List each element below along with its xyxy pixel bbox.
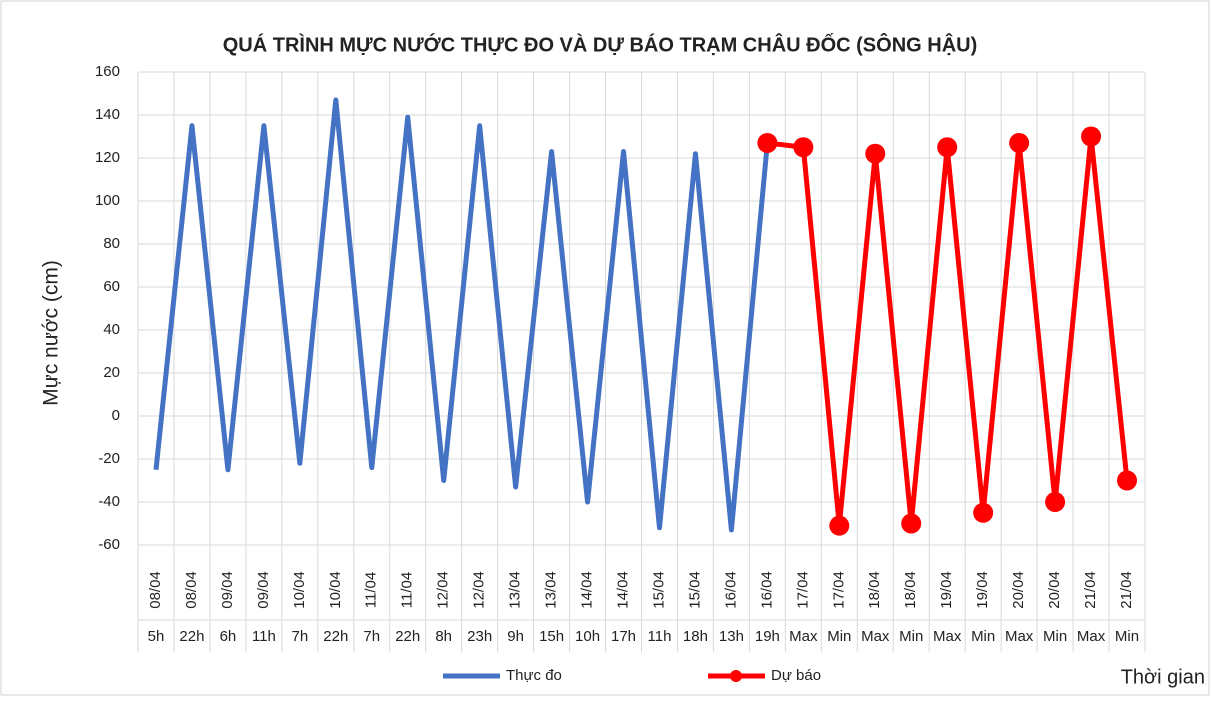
- x-tick-label: 18/04: [866, 571, 883, 609]
- x-tick-label: 16/04: [758, 571, 775, 609]
- x-sub-tick-label: 22h: [179, 628, 204, 645]
- x-sub-tick-label: 18h: [683, 628, 708, 645]
- x-tick-label: 15/04: [650, 571, 667, 609]
- x-tick-label: 09/04: [255, 571, 272, 609]
- x-sub-tick-label: Min: [971, 628, 995, 645]
- x-tick-label: 14/04: [579, 571, 596, 609]
- x-sub-tick-label: Min: [899, 628, 923, 645]
- x-tick-label: 10/04: [327, 571, 344, 609]
- legend-marker: [730, 670, 742, 682]
- y-tick-label: 100: [95, 192, 120, 209]
- x-tick-label: 21/04: [1118, 571, 1135, 609]
- x-tick-label: 13/04: [543, 571, 560, 609]
- chart-title: QUÁ TRÌNH MỰC NƯỚC THỰC ĐO VÀ DỰ BÁO TRẠ…: [223, 32, 978, 56]
- x-sub-tick-label: Max: [933, 628, 962, 645]
- x-sub-tick-label: 22h: [395, 628, 420, 645]
- y-tick-label: 20: [103, 364, 120, 381]
- x-sub-tick-label: 23h: [467, 628, 492, 645]
- series-marker: [1009, 132, 1030, 153]
- x-tick-label: 19/04: [938, 571, 955, 609]
- x-tick-label: 14/04: [614, 571, 631, 609]
- x-tick-label: 08/04: [183, 571, 200, 609]
- series-marker: [1045, 492, 1066, 512]
- x-sub-tick-label: Max: [1077, 628, 1106, 645]
- y-tick-label: -60: [98, 536, 120, 553]
- series-line: [153, 97, 770, 533]
- x-sub-tick-label: 9h: [507, 628, 524, 645]
- x-tick-label: 12/04: [471, 571, 488, 609]
- x-sub-tick-label: Max: [861, 628, 890, 645]
- x-sub-tick-label: 17h: [611, 628, 636, 645]
- x-sub-tick-label: Min: [1043, 628, 1067, 645]
- x-tick-label: 11/04: [363, 572, 380, 608]
- series-marker: [757, 132, 778, 153]
- y-tick-label: 140: [95, 106, 120, 123]
- legend-label: Dự báo: [771, 667, 821, 684]
- x-tick-label: 18/04: [902, 571, 919, 609]
- x-tick-label: 17/04: [830, 571, 847, 609]
- x-sub-tick-label: 22h: [323, 628, 348, 645]
- series-marker: [937, 137, 958, 158]
- y-axis-title: Mực nước (cm): [40, 260, 63, 406]
- x-sub-tick-label: 11h: [252, 628, 276, 645]
- x-tick-label: 09/04: [219, 571, 236, 609]
- x-sub-tick-label: 19h: [755, 628, 780, 645]
- series-marker: [793, 137, 814, 158]
- x-sub-tick-label: Min: [827, 628, 851, 645]
- x-sub-tick-label: Max: [1005, 628, 1034, 645]
- x-tick-label: 20/04: [1046, 571, 1063, 609]
- x-tick-label: 16/04: [722, 571, 739, 609]
- series-marker: [865, 143, 886, 164]
- x-sub-tick-label: 10h: [575, 628, 600, 645]
- x-tick-label: 20/04: [1010, 571, 1027, 609]
- x-sub-tick-label: 5h: [148, 628, 165, 645]
- x-tick-label: 21/04: [1082, 571, 1099, 609]
- x-tick-label: 15/04: [686, 571, 703, 609]
- x-tick-label: 19/04: [974, 571, 991, 609]
- x-sub-tick-label: 15h: [539, 628, 564, 645]
- y-tick-label: 160: [95, 63, 120, 80]
- y-tick-label: -40: [98, 493, 120, 510]
- x-tick-label: 13/04: [507, 571, 524, 609]
- series-marker: [1081, 126, 1102, 147]
- legend-label: Thực đo: [506, 667, 562, 684]
- y-tick-label: 80: [103, 235, 120, 252]
- x-tick-label: 11/04: [399, 572, 416, 608]
- x-axis-title: Thời gian: [1121, 666, 1205, 688]
- x-sub-tick-label: 7h: [363, 628, 380, 645]
- x-sub-tick-label: 8h: [435, 628, 452, 645]
- x-tick-label: 12/04: [435, 571, 452, 609]
- y-tick-label: 60: [103, 278, 120, 295]
- x-sub-tick-label: 11h: [648, 628, 672, 645]
- x-sub-tick-label: 6h: [220, 628, 237, 645]
- series-marker: [1117, 470, 1138, 491]
- x-tick-label: 17/04: [794, 571, 811, 609]
- y-tick-label: 120: [95, 149, 120, 166]
- x-sub-tick-label: 7h: [291, 628, 308, 645]
- x-tick-label: 10/04: [291, 571, 308, 609]
- y-tick-label: -20: [98, 450, 120, 467]
- y-tick-label: 40: [103, 321, 120, 338]
- series-marker: [829, 515, 850, 536]
- series-marker: [901, 513, 922, 534]
- x-sub-tick-label: 13h: [719, 628, 744, 645]
- x-sub-tick-label: Min: [1115, 628, 1139, 645]
- x-sub-tick-label: Max: [789, 628, 818, 645]
- series-marker: [973, 502, 994, 523]
- y-tick-label: 0: [112, 407, 120, 424]
- x-tick-label: 08/04: [147, 571, 164, 609]
